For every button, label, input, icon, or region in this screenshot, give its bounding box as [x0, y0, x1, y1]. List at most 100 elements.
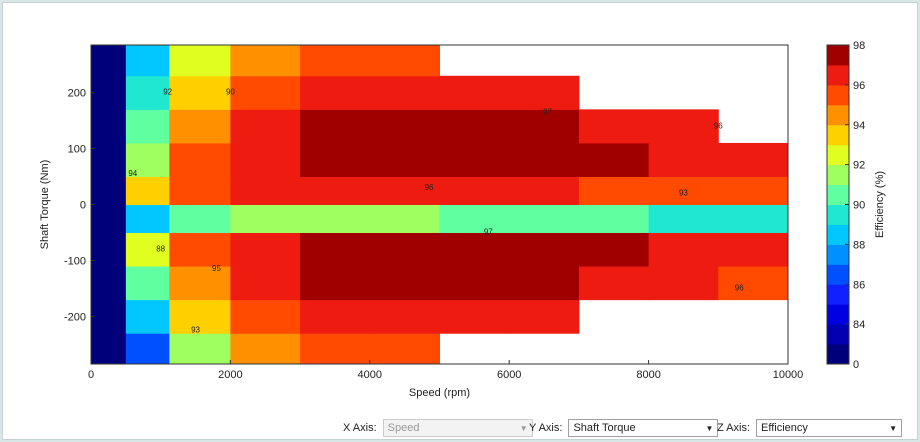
contour-cell [91, 176, 127, 205]
contour-cell [509, 75, 580, 110]
contour-cell [125, 45, 170, 77]
contour-cell [300, 204, 371, 233]
colorbar-bin [827, 144, 849, 166]
x-axis-value: Speed [387, 422, 420, 434]
contour-cell [169, 142, 231, 178]
colorbar-bin [827, 304, 849, 325]
contour-cell [439, 204, 510, 233]
contour-cell [439, 266, 510, 301]
contour-cell [125, 176, 170, 205]
contour-cell [169, 75, 231, 110]
contour-cell [91, 333, 127, 365]
colorbar-bin [827, 164, 849, 186]
contour-label: 90 [226, 88, 235, 97]
x-tick-label: 0 [88, 369, 94, 381]
contour-cell [91, 266, 127, 301]
contour-cell [125, 109, 170, 144]
contour-cell [230, 176, 301, 205]
contour-cell [91, 232, 127, 267]
contour-cell [230, 45, 301, 77]
contour-cell [300, 109, 371, 144]
contour-cell [718, 204, 789, 233]
contour-cell [91, 75, 127, 110]
z-axis-label: Z Axis: [717, 422, 751, 434]
contour-cell [648, 204, 719, 233]
contour-label: 94 [128, 169, 137, 178]
colorbar-bin [827, 124, 849, 146]
x-axis-label: Speed (rpm) [409, 387, 470, 399]
contour-cell [169, 266, 231, 301]
contour-cell [369, 333, 440, 365]
contour-cell [230, 142, 301, 178]
contour-cell [230, 266, 301, 301]
contour-cell [300, 142, 371, 178]
contour-cell [439, 142, 510, 178]
z-axis-control: Z Axis: Efficiency ▼ [717, 419, 903, 437]
contour-cell [125, 299, 170, 334]
contour-cell [369, 75, 440, 110]
colorbar-label: Efficiency (%) [874, 171, 886, 238]
contour-cell [439, 176, 510, 205]
contour-cell [369, 299, 440, 334]
contour-cell [648, 142, 719, 178]
contour-cell [300, 299, 371, 334]
contour-cell [369, 142, 440, 178]
contour-cell [91, 204, 127, 233]
colorbar-bin [827, 64, 849, 86]
z-axis-value: Efficiency [761, 422, 808, 434]
y-axis-label: Y Axis: [529, 422, 563, 434]
y-axis-control: Y Axis: Shaft Torque ▼ [529, 419, 719, 437]
contour-cell [300, 176, 371, 205]
contour-cell [648, 109, 719, 144]
y-tick-label: 100 [68, 144, 86, 156]
contour-cell [578, 109, 650, 144]
contour-cell [509, 299, 580, 334]
contour-cell [718, 232, 789, 267]
contour-cell [169, 176, 231, 205]
x-tick-label: 8000 [636, 369, 660, 381]
contour-cell [169, 109, 231, 144]
z-axis-select[interactable]: Efficiency ▼ [756, 419, 903, 437]
x-tick-label: 2000 [218, 369, 242, 381]
colorbar-bin [827, 244, 849, 265]
contour-cell [300, 232, 371, 267]
contour-cell [91, 142, 127, 178]
y-axis-value: Shaft Torque [573, 422, 636, 434]
colorbar-bin [827, 344, 849, 365]
contour-cell [509, 204, 580, 233]
contour-cell [125, 333, 170, 365]
contour-cell [578, 142, 650, 178]
contour-cell [169, 299, 231, 334]
contour-cell [125, 266, 170, 301]
contour-cell [648, 266, 719, 301]
contour-label: 97 [484, 228, 493, 237]
contour-cell [648, 232, 719, 267]
contour-cell [718, 142, 789, 178]
contour-label: 96 [714, 121, 723, 130]
x-tick-label: 4000 [358, 369, 382, 381]
contour-cell [91, 299, 127, 334]
contour-cell [369, 266, 440, 301]
contour-cell [300, 75, 371, 110]
colorbar-bin [827, 104, 849, 126]
colorbar-tick-label: 96 [853, 80, 865, 92]
contour-label: 95 [212, 264, 221, 273]
contour-cell [300, 45, 371, 77]
colorbar-tick-label: 94 [853, 120, 865, 132]
contour-cell [509, 266, 580, 301]
contour-cell [230, 109, 301, 144]
contour-cell [369, 232, 440, 267]
contour-cell [718, 266, 789, 301]
contour-label: 93 [679, 188, 688, 197]
x-axis-label: X Axis: [343, 422, 377, 434]
contour-cell [91, 45, 127, 77]
contour-cell [91, 109, 127, 144]
contour-cell [369, 176, 440, 205]
contour-cell [169, 204, 231, 233]
colorbar-bin [827, 45, 849, 66]
y-axis-select[interactable]: Shaft Torque ▼ [568, 419, 719, 437]
contour-cell [648, 176, 719, 205]
contour-cell [439, 109, 510, 144]
